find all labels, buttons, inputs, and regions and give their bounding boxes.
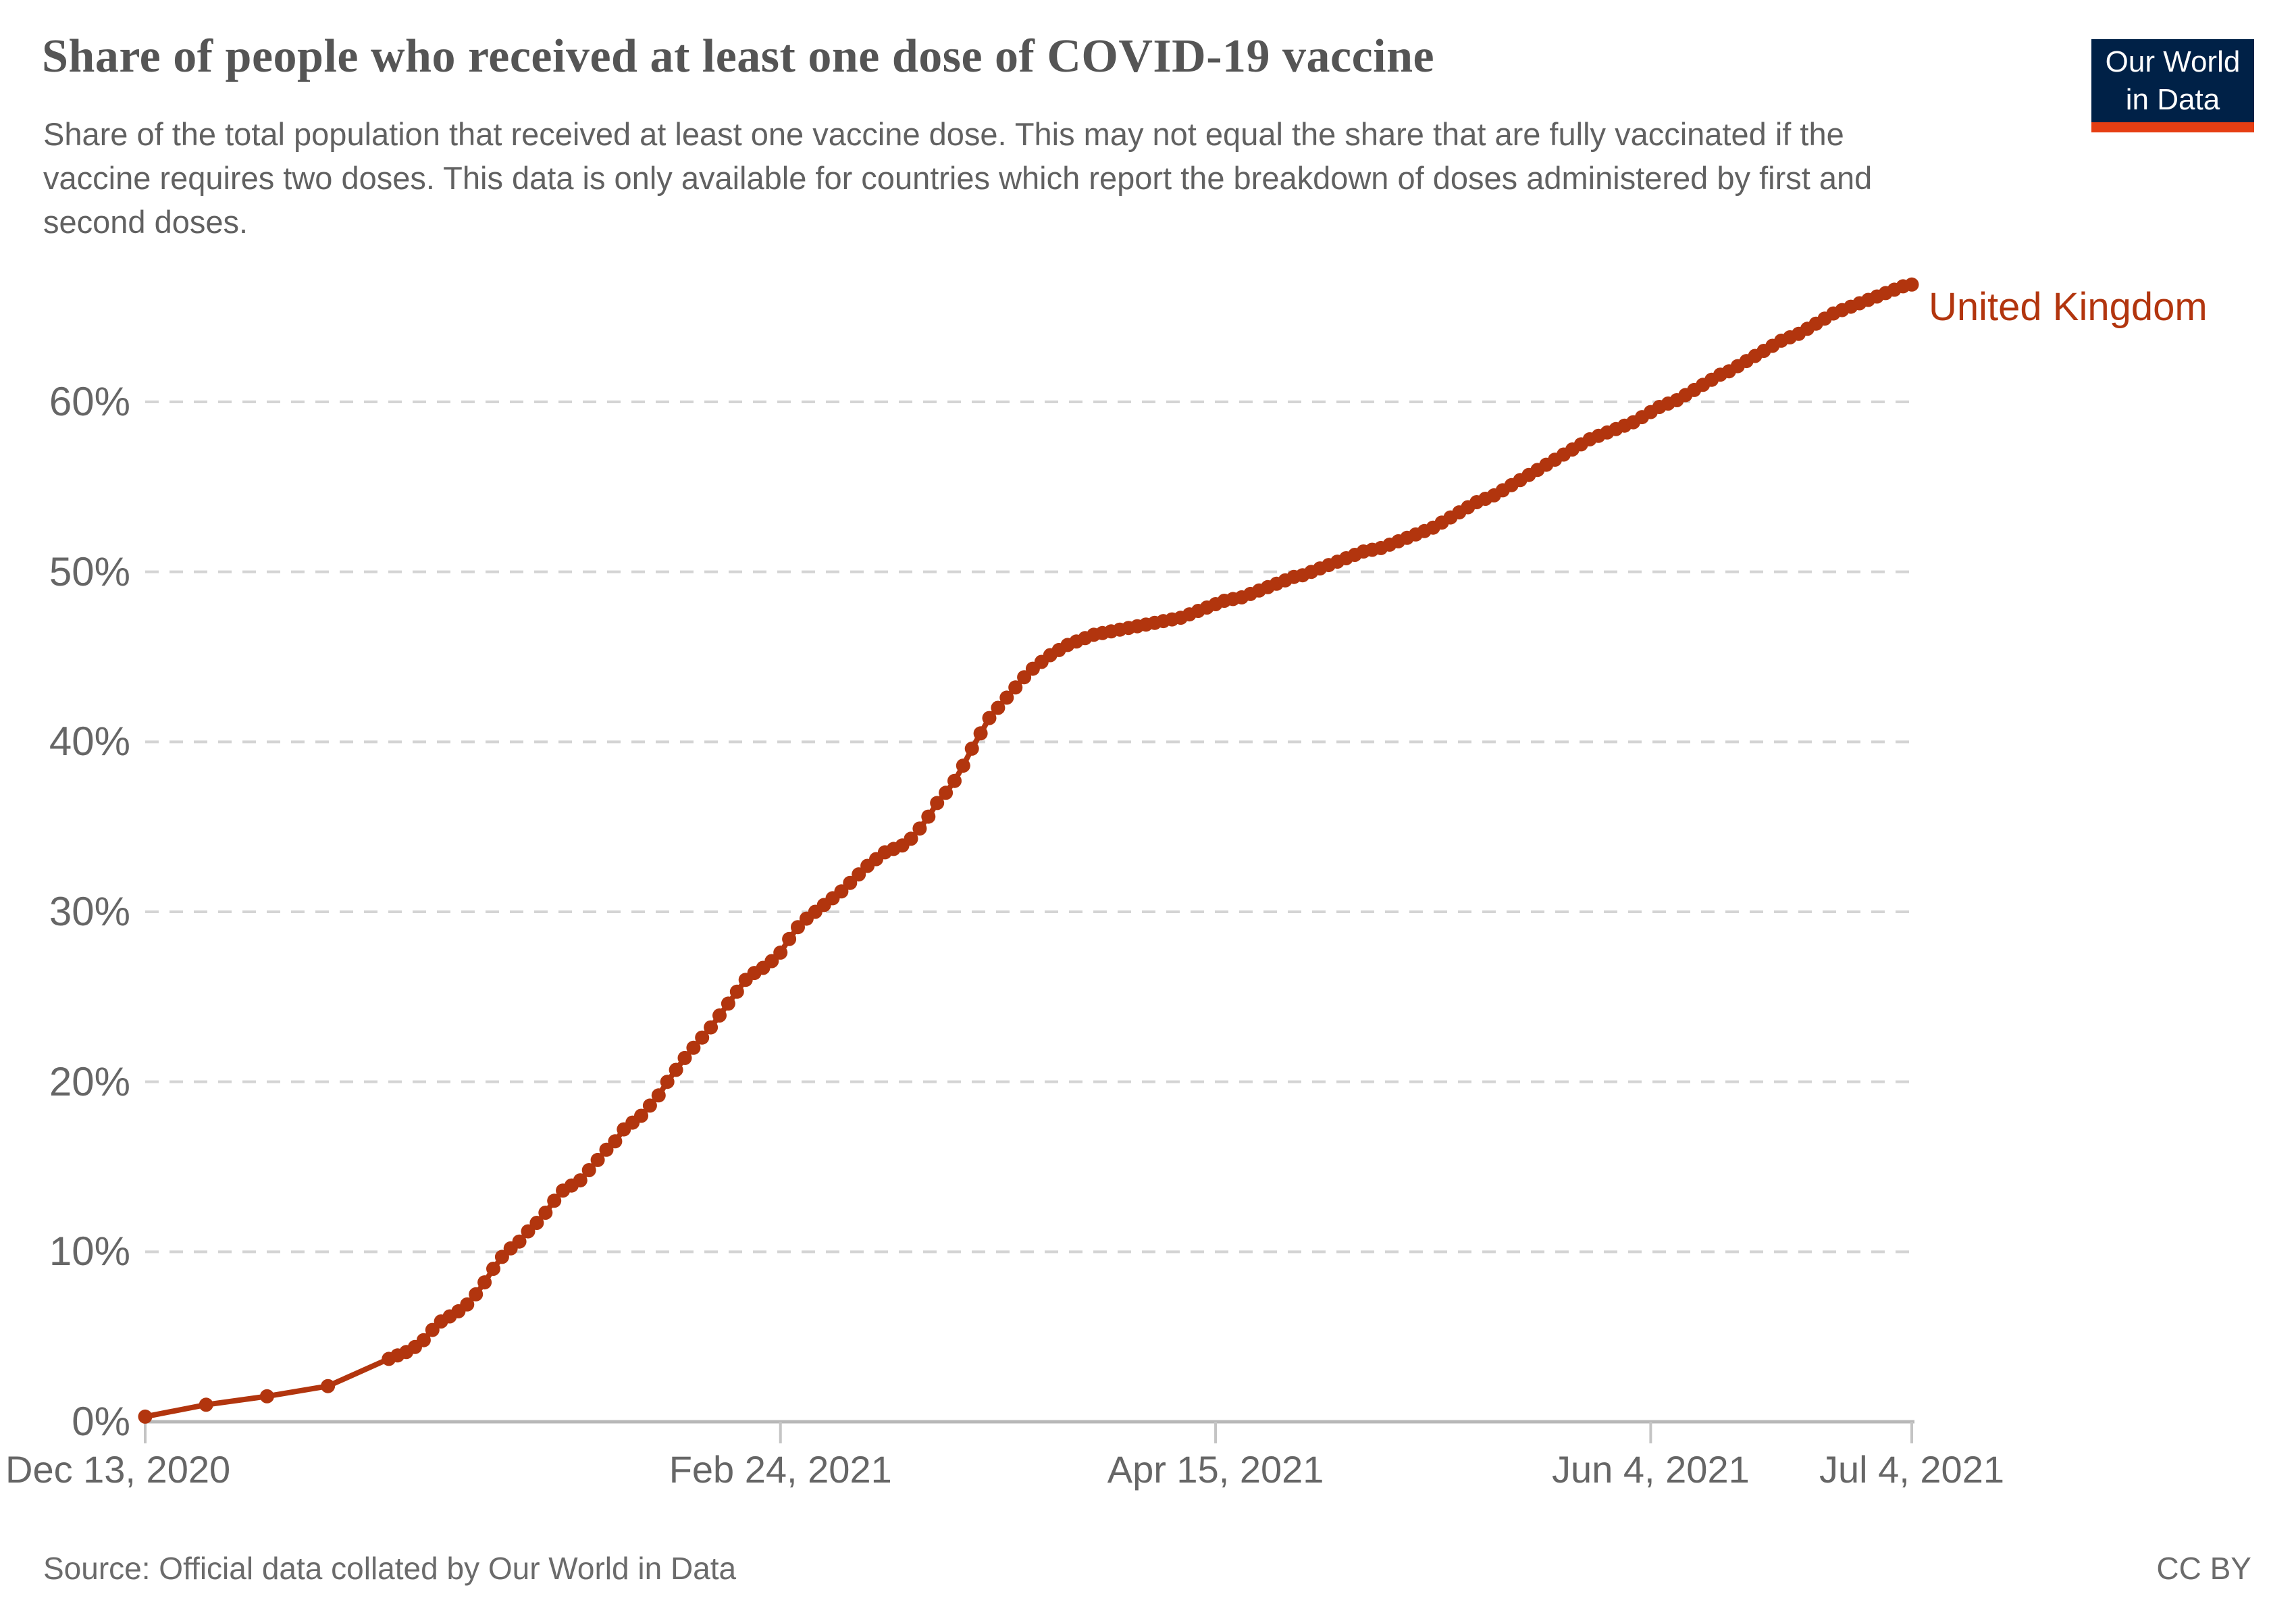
data-point xyxy=(773,945,788,960)
data-point xyxy=(677,1050,692,1065)
x-axis-label: Apr 15, 2021 xyxy=(1107,1448,1324,1491)
y-axis-label-20: 20% xyxy=(49,1058,130,1104)
page-title: Share of people who received at least on… xyxy=(42,30,1435,82)
data-point xyxy=(721,996,735,1011)
data-point xyxy=(764,954,779,969)
data-point xyxy=(512,1234,527,1249)
x-axis-label: Feb 24, 2021 xyxy=(669,1448,892,1491)
owid-logo-box: Our World in Data xyxy=(2091,39,2254,122)
data-point xyxy=(782,931,797,946)
data-point xyxy=(712,1008,727,1023)
data-point xyxy=(973,726,988,741)
data-point xyxy=(634,1108,648,1123)
data-point xyxy=(964,741,979,756)
data-point xyxy=(1904,277,1919,292)
y-axis-label-40: 40% xyxy=(49,719,130,765)
license-badge: CC BY xyxy=(2156,1551,2251,1586)
data-point xyxy=(590,1152,605,1167)
data-point xyxy=(547,1193,562,1208)
series-end-label: United Kingdom xyxy=(1929,285,2208,329)
page-subtitle: Share of the total population that recei… xyxy=(43,116,1873,240)
data-point xyxy=(912,821,927,836)
data-point xyxy=(852,867,866,882)
owid-logo-line2: in Data xyxy=(2125,82,2220,116)
y-axis-label-60: 60% xyxy=(49,379,130,424)
data-point xyxy=(521,1224,536,1239)
data-point xyxy=(1008,680,1023,695)
data-point xyxy=(834,884,849,899)
data-point xyxy=(642,1098,657,1113)
data-point xyxy=(460,1297,475,1312)
x-axis-label: Dec 13, 2020 xyxy=(5,1448,231,1491)
data-point xyxy=(982,711,997,725)
data-point xyxy=(791,920,805,935)
data-point xyxy=(660,1075,675,1089)
owid-logo-red-bar xyxy=(2091,122,2254,132)
data-point xyxy=(599,1142,614,1157)
series-line xyxy=(142,282,1914,1420)
y-axis-label-30: 30% xyxy=(49,889,130,934)
data-point xyxy=(529,1216,544,1230)
data-point xyxy=(843,875,858,890)
data-point xyxy=(608,1134,623,1149)
data-point xyxy=(729,984,744,999)
data-point xyxy=(469,1287,484,1302)
data-point xyxy=(999,690,1014,705)
data-point xyxy=(947,773,962,788)
data-point xyxy=(581,1163,596,1177)
data-point xyxy=(686,1040,701,1055)
data-point xyxy=(704,1020,719,1035)
data-point xyxy=(416,1333,431,1347)
data-point xyxy=(921,809,936,824)
owid-logo: Our World in Data xyxy=(2091,39,2254,132)
data-point xyxy=(669,1062,683,1077)
data-point xyxy=(425,1322,440,1337)
data-point xyxy=(695,1030,710,1045)
data-point xyxy=(939,786,954,800)
source-note: Source: Official data collated by Our Wo… xyxy=(43,1551,737,1586)
data-point xyxy=(494,1250,509,1264)
y-axis-label-0: 0% xyxy=(72,1399,130,1444)
data-point xyxy=(956,758,970,773)
data-point xyxy=(477,1275,492,1290)
data-point xyxy=(1017,670,1032,685)
data-point xyxy=(930,796,945,810)
data-point xyxy=(573,1173,588,1188)
data-point xyxy=(259,1389,274,1404)
data-point xyxy=(486,1262,500,1276)
y-axis-label-50: 50% xyxy=(49,548,130,594)
data-point xyxy=(199,1397,213,1412)
data-point xyxy=(991,700,1006,715)
data-point xyxy=(138,1409,153,1424)
owid-logo-line1: Our World xyxy=(2105,45,2241,78)
data-point xyxy=(904,831,918,846)
data-point xyxy=(321,1379,336,1393)
y-axis-label-10: 10% xyxy=(49,1229,130,1275)
x-axis-label: Jun 4, 2021 xyxy=(1552,1448,1750,1491)
x-axis-label: Jul 4, 2021 xyxy=(1819,1448,2004,1491)
data-point xyxy=(651,1088,666,1103)
data-point xyxy=(538,1206,553,1220)
